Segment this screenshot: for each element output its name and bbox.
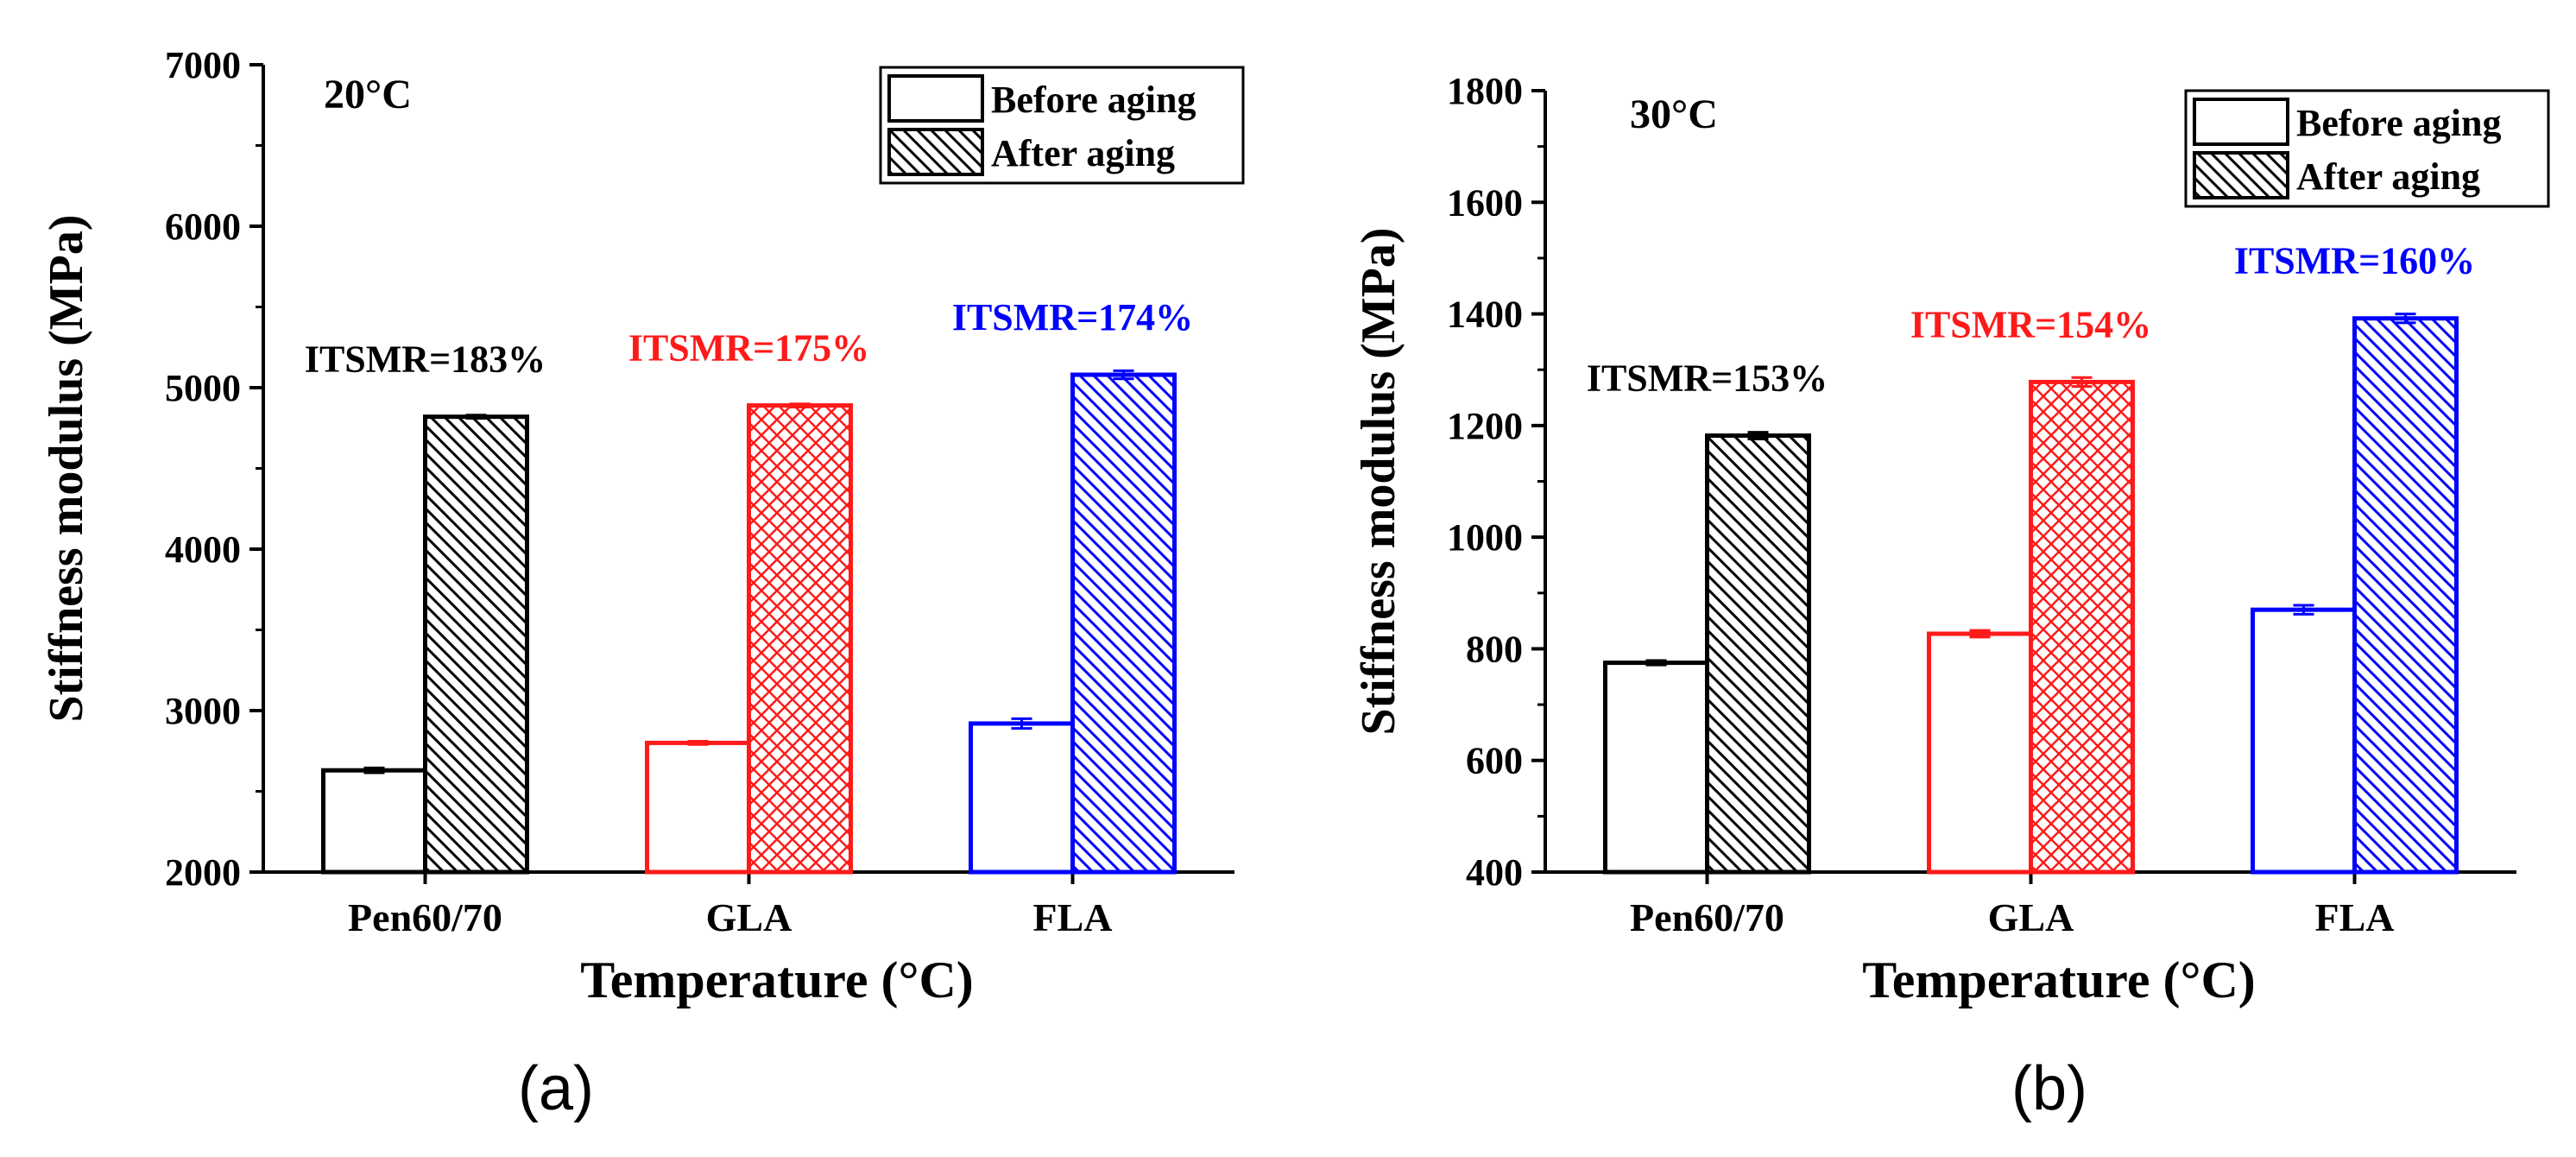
x-tick-label: GLA <box>706 895 792 939</box>
bar-after-aging-pen6070 <box>423 414 529 875</box>
legend: Before aging After aging <box>2184 89 2550 208</box>
x-tick-label: Pen60/70 <box>1630 895 1784 939</box>
legend-swatch-before <box>887 74 984 123</box>
itsmr-annotation: ITSMR=153% <box>1587 357 1828 399</box>
y-tick-label: 4000 <box>165 528 241 571</box>
temperature-label: 20°C <box>324 72 412 117</box>
bar-before-aging-pen6070 <box>1603 661 1709 875</box>
legend-label-after: After aging <box>2296 155 2480 198</box>
bar-before-aging-fla <box>2251 607 2357 875</box>
chart-panel-a: 2000 3000 4000 5000 6000 7000 Stiffness modulu… <box>40 44 1245 1008</box>
bar-before-aging-gla <box>645 740 751 875</box>
temperature-label: 30°C <box>1630 92 1718 137</box>
y-tick-label: 800 <box>1466 628 1523 670</box>
bar-before-aging-pen6070 <box>321 768 427 875</box>
bar-after-aging-fla <box>1070 372 1177 875</box>
legend-swatch-before <box>2193 98 2289 146</box>
chart-panel-b: 400 600 800 1000 1200 1400 1600 1800 Stiffness m… <box>1352 70 2550 1008</box>
itsmr-annotation: ITSMR=160% <box>2234 240 2475 282</box>
y-tick-label: 600 <box>1466 740 1523 782</box>
legend: Before aging After aging <box>879 66 1245 185</box>
y-tick-label: 1000 <box>1447 516 1523 559</box>
bar-after-aging-gla <box>747 403 853 875</box>
itsmr-annotation: ITSMR=183% <box>305 338 546 381</box>
itsmr-annotation: ITSMR=174% <box>952 296 1193 338</box>
itsmr-annotation: ITSMR=175% <box>628 327 869 370</box>
x-axis-title: Temperature (°C) <box>580 952 974 1008</box>
x-axis-title: Temperature (°C) <box>1862 952 2256 1008</box>
x-tick-label: FLA <box>1033 895 1113 939</box>
legend-label-after: After aging <box>991 132 1175 174</box>
bar-before-aging-gla <box>1927 631 2033 875</box>
legend-swatch-after <box>887 128 984 176</box>
legend-label-before: Before aging <box>991 79 1196 121</box>
y-tick-label: 1600 <box>1447 181 1523 224</box>
y-tick-label: 6000 <box>165 205 241 248</box>
bar-after-aging-gla <box>2029 379 2135 875</box>
panel-b-caption: (b) <box>2011 1054 2087 1123</box>
legend-swatch-after <box>2193 151 2289 199</box>
legend-label-before: Before aging <box>2296 102 2502 144</box>
bar-after-aging-pen6070 <box>1705 433 1811 875</box>
y-axis-title: Stiffness modulus (MPa) <box>1352 227 1405 735</box>
y-tick-label: 2000 <box>165 851 241 894</box>
bar-after-aging-fla <box>2352 316 2459 875</box>
panel-a-caption: (a) <box>518 1054 594 1123</box>
y-tick-label: 7000 <box>165 44 241 86</box>
bar-before-aging-fla <box>969 721 1075 875</box>
y-tick-label: 400 <box>1466 851 1523 894</box>
y-tick-label: 3000 <box>165 690 241 732</box>
itsmr-annotation: ITSMR=154% <box>1910 303 2151 345</box>
y-tick-label: 1200 <box>1447 405 1523 447</box>
y-tick-label: 1400 <box>1447 294 1523 336</box>
x-tick-label: GLA <box>1988 895 2074 939</box>
x-tick-label: FLA <box>2315 895 2395 939</box>
y-tick-label: 1800 <box>1447 70 1523 112</box>
y-axis-title: Stiffness modulus (MPa) <box>40 214 93 722</box>
x-tick-label: Pen60/70 <box>348 895 502 939</box>
y-tick-label: 5000 <box>165 367 241 409</box>
